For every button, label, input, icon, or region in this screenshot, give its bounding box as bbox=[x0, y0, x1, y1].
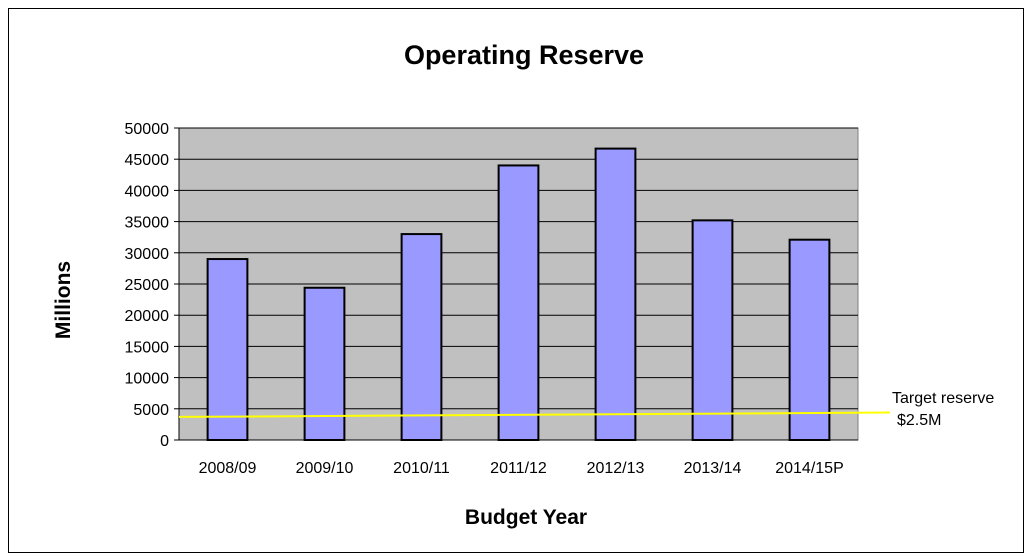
x-tick-label: 2012/13 bbox=[587, 460, 645, 477]
y-tick-label: 10000 bbox=[125, 371, 170, 388]
x-tick-label: 2008/09 bbox=[199, 460, 257, 477]
bar bbox=[400, 233, 443, 441]
target-reserve-label: Target reserve bbox=[892, 390, 994, 407]
x-tick-label: 2013/14 bbox=[684, 460, 742, 477]
y-tick-label: 50000 bbox=[125, 121, 170, 138]
y-tick-label: 30000 bbox=[125, 246, 170, 263]
y-axis-ticks: 0 5000 10000 15000 20000 25000 30000 35000 40000… bbox=[125, 121, 170, 450]
bar bbox=[594, 147, 637, 441]
y-tick-label: 45000 bbox=[125, 152, 170, 169]
bars bbox=[206, 147, 831, 442]
target-reserve-amount: $2.5M bbox=[897, 412, 941, 429]
x-tick-label: 2010/11 bbox=[393, 460, 450, 477]
x-tick-label: 2014/15P bbox=[775, 460, 844, 477]
y-tick-label: 15000 bbox=[125, 339, 170, 356]
y-tick-label: 25000 bbox=[125, 277, 170, 294]
y-tick-label: 0 bbox=[160, 433, 169, 450]
y-tick-label: 20000 bbox=[125, 308, 170, 325]
y-tick-label: 35000 bbox=[125, 215, 170, 232]
y-tick-label: 5000 bbox=[133, 402, 169, 419]
bar bbox=[788, 238, 831, 441]
target-reserve-line bbox=[178, 411, 891, 418]
bar bbox=[206, 258, 249, 442]
x-tick-label: 2011/12 bbox=[490, 460, 547, 477]
chart-title: Operating Reserve bbox=[404, 40, 644, 70]
x-tick-label: 2009/10 bbox=[296, 460, 354, 477]
y-tick-label: 40000 bbox=[125, 183, 170, 200]
bar bbox=[497, 164, 540, 441]
x-axis-label: Budget Year bbox=[465, 506, 587, 529]
y-axis-label: Millions bbox=[52, 261, 75, 339]
x-axis-ticks: 2008/09 2009/10 2010/11 2011/12 2012/13 2013/… bbox=[199, 460, 844, 477]
bar bbox=[691, 219, 734, 441]
bar bbox=[303, 286, 346, 441]
